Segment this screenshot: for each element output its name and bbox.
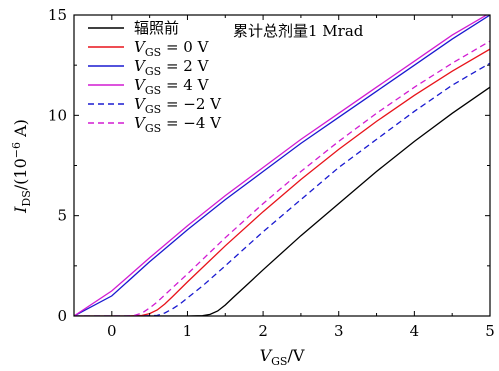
legend-label-3: VGS = 4 V <box>134 76 210 97</box>
legend-label-0: 辐照前 <box>134 19 179 37</box>
series-line-2 <box>74 15 490 316</box>
y-axis-label-main: I <box>11 206 30 214</box>
legend-label-4: VGS = −2 V <box>134 95 222 116</box>
y-axis-label-sup: −6 <box>10 142 23 158</box>
dose-annotation: 累计总剂量1 Mrad <box>233 22 364 40</box>
y-tick-label: 15 <box>48 6 67 24</box>
y-tick-label: 10 <box>48 106 67 124</box>
ticks-layer: 0 1 2 3 4 5 0 5 10 15 <box>48 6 495 340</box>
y-axis-label: IDS/(10−6 A) <box>10 119 33 214</box>
x-axis-label-main: V <box>260 346 273 365</box>
y-axis-label-end: A) <box>11 119 30 142</box>
legend-label-1: VGS = 0 V <box>134 38 210 59</box>
legend-label-2: VGS = 2 V <box>134 57 210 78</box>
legend-label-5: VGS = −4 V <box>134 114 222 135</box>
y-tick-label: 0 <box>57 307 67 325</box>
series-line-5 <box>74 40 490 316</box>
y-axis-label-rest: /(10 <box>11 158 30 190</box>
series-line-4 <box>74 62 490 316</box>
x-tick-label: 3 <box>334 322 344 340</box>
y-tick-label: 5 <box>57 207 67 225</box>
series-line-0 <box>74 86 490 316</box>
x-axis-label: VGS/V <box>260 346 305 368</box>
x-axis-label-sub: GS <box>271 355 287 368</box>
x-tick-label: 4 <box>410 322 420 340</box>
x-tick-label: 2 <box>258 322 268 340</box>
x-tick-label: 5 <box>485 322 495 340</box>
x-tick-label: 1 <box>183 322 193 340</box>
series-line-3 <box>74 15 488 316</box>
y-axis-label-sub: DS <box>20 190 33 206</box>
x-tick-label: 0 <box>107 322 117 340</box>
x-axis-label-rest: /V <box>287 346 304 365</box>
